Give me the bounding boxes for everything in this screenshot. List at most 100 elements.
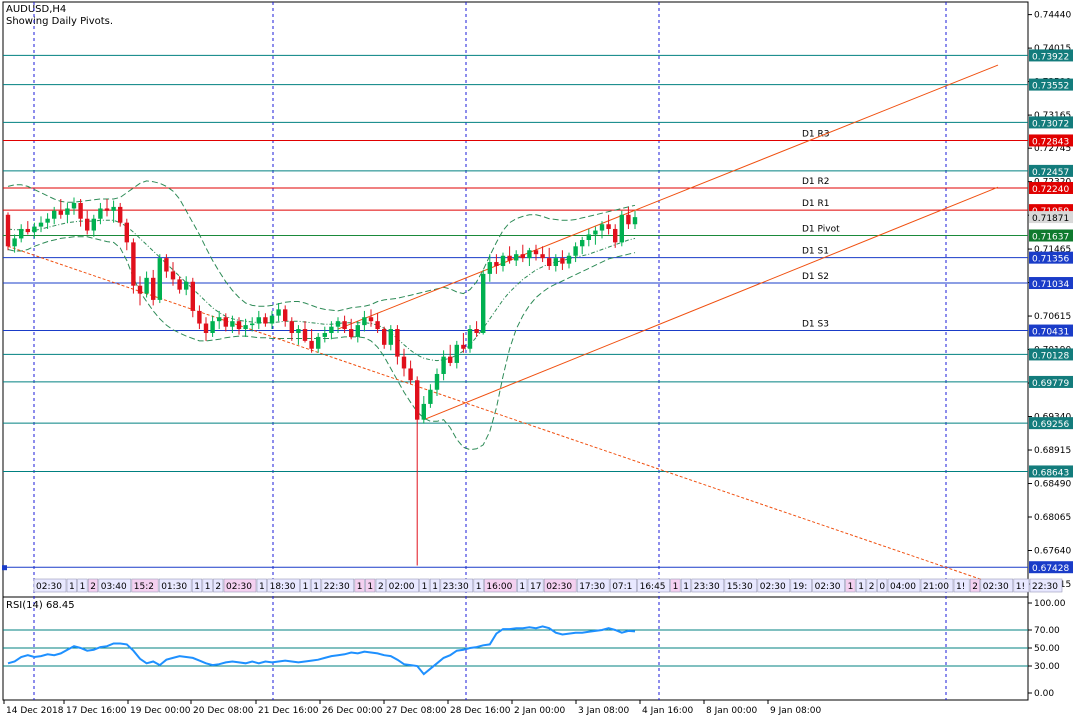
price-tick-label: 0.70615 (1034, 312, 1071, 322)
time-strip-cell (87, 578, 99, 593)
time-strip-cell (429, 578, 441, 593)
bearish-candle (349, 329, 354, 337)
bullish-candle (144, 277, 149, 294)
pivots-subtitle: Showing Daily Pivots. (6, 16, 114, 27)
price-tick-label: 0.74440 (1034, 11, 1071, 21)
bullish-candle (514, 254, 519, 261)
time-strip-cell (158, 578, 192, 593)
price-level-tag (1029, 164, 1073, 177)
pivot-level-label: D1 S1 (802, 247, 829, 257)
current-price-value: 0.71871 (1032, 214, 1069, 224)
pivot-level-label: D1 S2 (802, 272, 829, 282)
bullish-candle (91, 218, 96, 231)
channel-trend-line (423, 186, 999, 421)
time-strip-cell (365, 578, 376, 593)
price-level-tag (1029, 181, 1073, 194)
dotted-trend-line (7, 245, 999, 586)
bullish-candle (217, 317, 222, 322)
bearish-candle (58, 210, 63, 215)
price-level-value: 0.71356 (1032, 255, 1069, 265)
bearish-candle (309, 340, 314, 349)
time-strip-cell (855, 578, 867, 593)
time-strip-label: 2 (90, 582, 96, 592)
bearish-candle (104, 208, 110, 211)
time-strip-label: 02:30 (760, 582, 786, 592)
time-strip-cell (517, 578, 528, 593)
time-strip-cell (77, 578, 88, 593)
bullish-candle (250, 323, 255, 326)
price-level-tag (1029, 49, 1073, 62)
bullish-candle (45, 218, 50, 223)
time-strip-label: 01:30 (161, 582, 187, 592)
price-tick-label: 0.74015 (1034, 44, 1071, 54)
time-strip-label: 0 (879, 582, 885, 592)
time-strip-cell (131, 578, 159, 593)
time-strip-label: 23:30 (443, 582, 469, 592)
time-strip-cell (98, 578, 132, 593)
bearish-candle (118, 206, 123, 223)
bollinger-middle-line (7, 219, 636, 362)
bullish-candle (388, 329, 393, 345)
bearish-candle (368, 317, 374, 322)
time-axis-label: 8 Jan 00:00 (706, 706, 758, 716)
time-strip-label: 1 (432, 582, 438, 592)
time-strip-label: 02:30 (546, 582, 572, 592)
rsi-line (7, 625, 636, 676)
time-strip-label: 2 (215, 582, 221, 592)
time-strip-cell (223, 578, 257, 593)
time-strip-label: 1 (69, 582, 75, 592)
pivot-level-label: D1 R3 (802, 129, 830, 139)
bullish-candle (276, 309, 281, 316)
pivot-level-label: D1 S3 (802, 320, 829, 330)
bearish-candle (236, 321, 242, 330)
time-strip-label: 2 (869, 582, 875, 592)
bullish-candle (428, 389, 433, 404)
rsi-tick-label: 50.00 (1034, 644, 1060, 654)
time-strip-cell (920, 578, 954, 593)
time-strip-cell (969, 578, 981, 593)
price-level-value: 0.67428 (1032, 564, 1069, 574)
bearish-candle (560, 258, 565, 264)
price-tick-label: 0.71465 (1034, 245, 1071, 255)
time-strip-cell (267, 578, 300, 593)
bearish-candle (507, 255, 512, 261)
price-level-tag (1029, 465, 1073, 478)
time-strip-cell (812, 578, 845, 593)
bearish-candle (5, 214, 11, 247)
time-strip-cell (845, 578, 856, 593)
time-strip-cell (980, 578, 1014, 593)
bullish-candle (71, 202, 77, 209)
price-level-value: 0.71034 (1032, 280, 1069, 290)
time-strip-cell (256, 578, 267, 593)
time-strip-label: 1 (858, 582, 864, 592)
price-level-value: 0.70128 (1032, 351, 1069, 361)
time-axis-label: 28 Dec 16:00 (450, 706, 511, 716)
time-strip-cell (953, 578, 970, 593)
time-strip-label: 1 (357, 582, 363, 592)
price-level-tag (1029, 324, 1073, 337)
price-level-tag (1029, 277, 1073, 290)
bullish-candle (65, 208, 70, 215)
current-price-tag (1029, 211, 1073, 224)
price-level-value: 0.69779 (1032, 379, 1069, 389)
chart-header: AUDUSD,H4 Showing Daily Pivots. (6, 4, 113, 28)
time-strip-cell (527, 578, 544, 593)
time-strip-cell (386, 578, 419, 593)
bollinger-upper-line (7, 180, 636, 312)
time-strip-label: 15:2 (134, 582, 154, 592)
time-strip-label: 19: (793, 582, 807, 592)
price-tick-label: 0.68490 (1034, 480, 1071, 490)
time-strip-label: 02:30 (983, 582, 1009, 592)
bullish-candle (52, 210, 57, 219)
bearish-candle (170, 271, 176, 280)
time-strip-cell (1013, 578, 1030, 593)
time-strip-label: 15:30 (727, 582, 753, 592)
bearish-candle (263, 317, 268, 324)
time-strip-cell (877, 578, 888, 593)
bearish-candle (25, 228, 30, 233)
bullish-candle (573, 246, 578, 256)
price-level-value: 0.72457 (1032, 168, 1069, 178)
bearish-candle (190, 281, 195, 311)
